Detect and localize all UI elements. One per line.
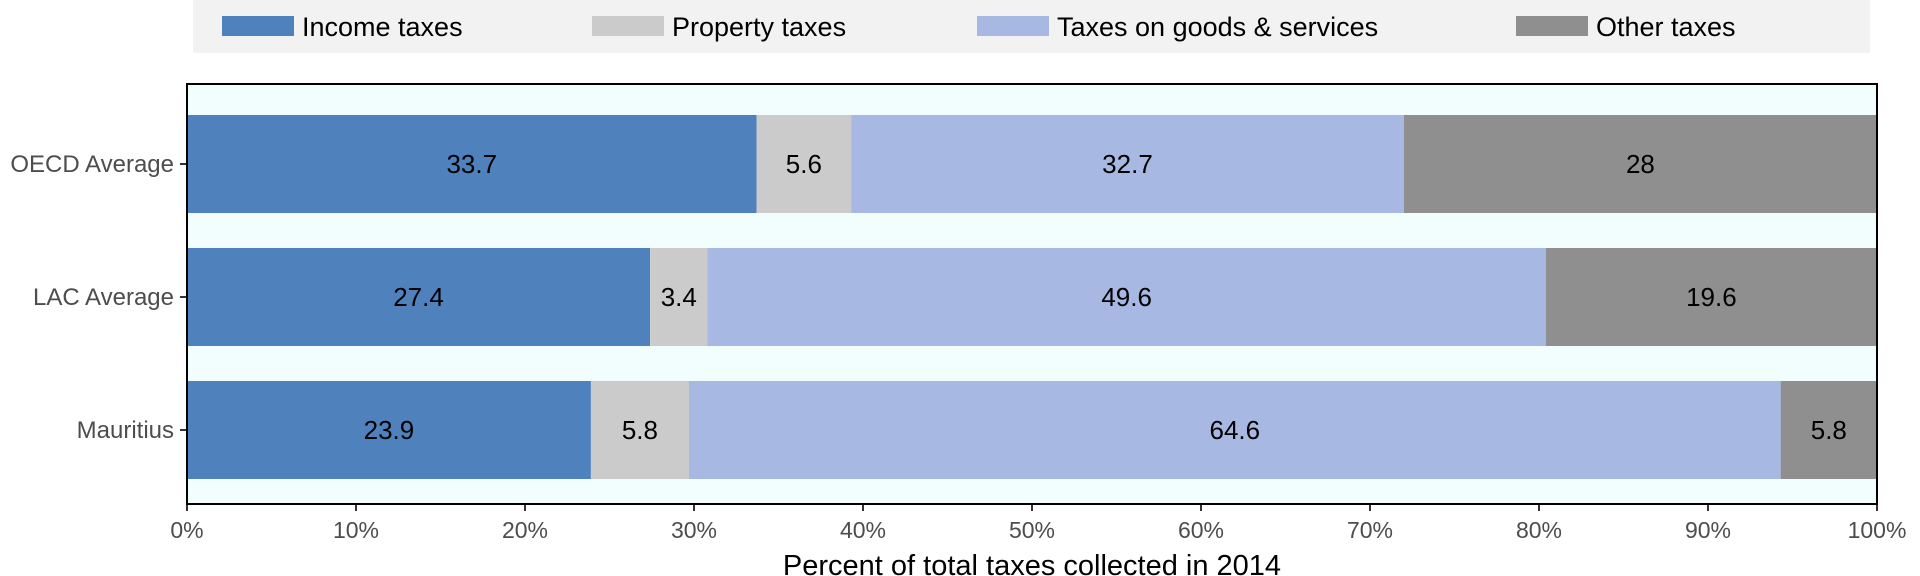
bar-segment (650, 248, 708, 346)
data-label: 33.7 (446, 149, 497, 179)
category-label: OECD Average (10, 151, 174, 178)
legend-label: Property taxes (672, 12, 846, 42)
x-tick-label: 60% (1178, 517, 1224, 543)
bar-segment (851, 115, 1404, 213)
bars: 33.7 5.6 32.7 28 27.4 3.4 49.6 19.6 23.9 5.8 64.6 5… (187, 115, 1877, 479)
data-label: 27.4 (393, 282, 444, 312)
data-label: 5.8 (622, 415, 658, 445)
bar-segment (187, 115, 757, 213)
category-label: LAC Average (33, 284, 174, 311)
bar-segment (187, 248, 651, 346)
data-label: 64.6 (1209, 415, 1260, 445)
bar-segment (688, 381, 1781, 479)
bar-segment (1403, 115, 1877, 213)
legend-swatch (592, 16, 664, 36)
bar-segment (1545, 248, 1877, 346)
x-axis: 0% 10% 20% 30% 40% 50% 60% 70% 80% 90% 100% (170, 504, 1906, 543)
data-label: 23.9 (364, 415, 415, 445)
bar-segment (707, 248, 1546, 346)
bar-segment (187, 381, 591, 479)
bar-segment (756, 115, 852, 213)
y-axis: OECD Average LAC Average Mauritius (10, 151, 187, 444)
x-tick-label: 40% (840, 517, 886, 543)
data-label: 32.7 (1102, 149, 1153, 179)
x-axis-title: Percent of total taxes collected in 2014 (783, 550, 1281, 576)
data-label: 49.6 (1101, 282, 1152, 312)
data-label: 5.6 (786, 149, 822, 179)
x-tick-label: 20% (502, 517, 548, 543)
x-tick-label: 90% (1685, 517, 1731, 543)
data-label: 3.4 (661, 282, 697, 312)
legend-swatch (977, 16, 1049, 36)
data-label: 5.8 (1811, 415, 1847, 445)
legend: Income taxes Property taxes Taxes on goods… (222, 12, 1736, 42)
bar-segment (1780, 381, 1877, 479)
data-label: 19.6 (1686, 282, 1737, 312)
legend-swatch (1516, 16, 1588, 36)
x-tick-label: 70% (1347, 517, 1393, 543)
legend-label: Taxes on goods & services (1057, 12, 1378, 42)
x-tick-label: 50% (1009, 517, 1055, 543)
legend-label: Income taxes (302, 12, 463, 42)
legend-swatch (222, 16, 294, 36)
x-tick-label: 10% (333, 517, 379, 543)
plot-panel-border (186, 83, 1878, 505)
data-label: 28 (1626, 149, 1655, 179)
legend-label: Other taxes (1596, 12, 1736, 42)
x-tick-label: 0% (170, 517, 203, 543)
x-tick-label: 30% (671, 517, 717, 543)
x-tick-label: 80% (1516, 517, 1562, 543)
bar-segment (590, 381, 689, 479)
x-tick-label: 100% (1848, 517, 1907, 543)
category-label: Mauritius (77, 417, 174, 444)
